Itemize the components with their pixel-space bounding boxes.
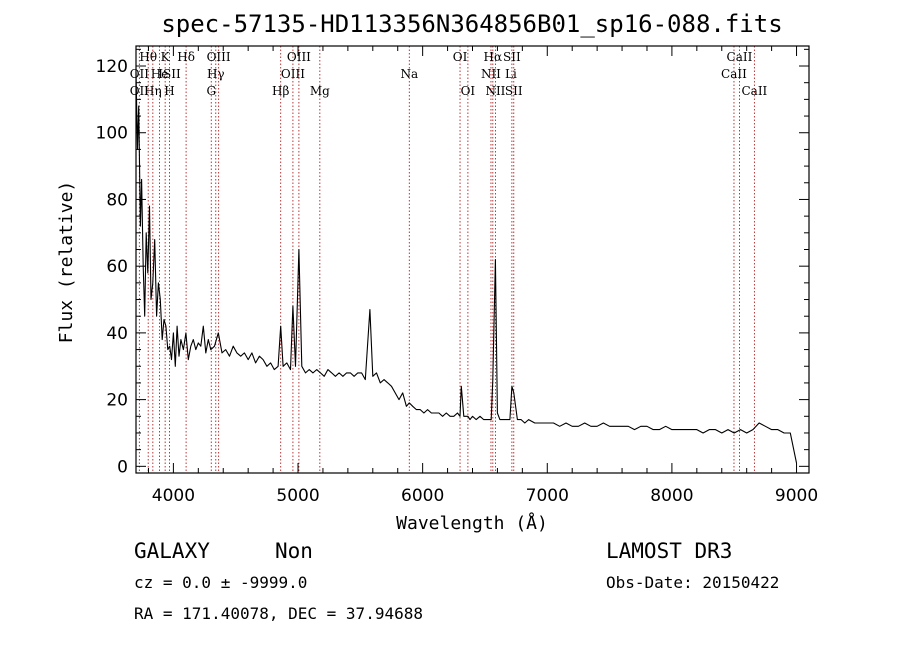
emission-line-label: Li xyxy=(505,67,517,81)
emission-line-label: Hα xyxy=(484,50,503,64)
y-tick-label: 100 xyxy=(96,124,128,144)
emission-line-label: SII xyxy=(505,84,523,98)
emission-line-label: Hδ xyxy=(177,50,195,64)
emission-line-label: Hβ xyxy=(272,84,289,98)
object-class: GALAXY xyxy=(134,539,210,563)
emission-line-label: Hη xyxy=(144,84,162,98)
y-tick-label: 20 xyxy=(106,391,128,411)
emission-line-label: CaII xyxy=(721,67,747,81)
ra-dec-coordinates: RA = 171.40078, DEC = 37.94688 xyxy=(134,604,423,623)
x-axis-label: Wavelength (Å) xyxy=(396,512,548,534)
emission-line-label: H xyxy=(164,84,174,98)
emission-line-label: OIII xyxy=(287,50,311,64)
spectrum-line xyxy=(135,72,798,464)
x-tick-label: 4000 xyxy=(152,486,195,506)
x-tick-label: 5000 xyxy=(276,486,319,506)
x-tick-label: 9000 xyxy=(775,486,818,506)
y-axis-ticks: 0 20 40 60 80 100 120 xyxy=(96,48,809,477)
object-subclass: Non xyxy=(275,539,313,563)
y-tick-label: 120 xyxy=(96,57,128,77)
emission-line-label: ISII xyxy=(158,67,181,81)
emission-line-label: OII xyxy=(130,67,150,81)
emission-line-markers xyxy=(138,46,755,473)
emission-line-label: K xyxy=(161,50,171,64)
chart-title: spec-57135-HD113356N364856B01_sp16-088.f… xyxy=(161,10,782,38)
emission-line-label: G xyxy=(206,84,216,98)
emission-line-label: Na xyxy=(400,67,418,81)
emission-line-label: Mg xyxy=(310,84,330,98)
x-tick-label: 8000 xyxy=(650,486,693,506)
emission-line-label: NII xyxy=(485,84,505,98)
x-axis-ticks: 4000 5000 6000 7000 8000 9000 xyxy=(147,46,818,506)
emission-line-label: OIII xyxy=(207,50,231,64)
emission-line-labels: OII OII Hθ Hη He K ISII H Hδ OIII Hγ G Hβ OIII OIII Mg N… xyxy=(130,50,768,98)
survey-name: LAMOST DR3 xyxy=(606,539,732,563)
redshift-cz: cz = 0.0 ± -9999.0 xyxy=(134,573,307,592)
y-tick-label: 40 xyxy=(106,324,128,344)
x-tick-label: 6000 xyxy=(401,486,444,506)
y-tick-label: 80 xyxy=(106,190,128,210)
emission-line-label: CaII xyxy=(741,84,767,98)
emission-line-label: OII xyxy=(130,84,150,98)
y-axis-label: Flux (relative) xyxy=(56,181,77,344)
x-tick-label: 7000 xyxy=(526,486,569,506)
emission-line-label: OIII xyxy=(281,67,305,81)
plot-frame xyxy=(135,45,810,474)
emission-line-label: Hγ xyxy=(207,67,225,81)
emission-line-label: CaII xyxy=(727,50,753,64)
emission-line-label: SII xyxy=(503,50,521,64)
emission-line-label: OI xyxy=(453,50,468,64)
emission-line-label: Hθ xyxy=(139,50,157,64)
emission-line-label: OI xyxy=(461,84,476,98)
observation-date: Obs-Date: 20150422 xyxy=(606,573,779,592)
y-tick-label: 60 xyxy=(106,257,128,277)
emission-line-label: He xyxy=(151,67,169,81)
y-tick-label: 0 xyxy=(117,457,128,477)
emission-line-label: NII xyxy=(481,67,501,81)
spectrum-trace-group xyxy=(135,72,798,464)
